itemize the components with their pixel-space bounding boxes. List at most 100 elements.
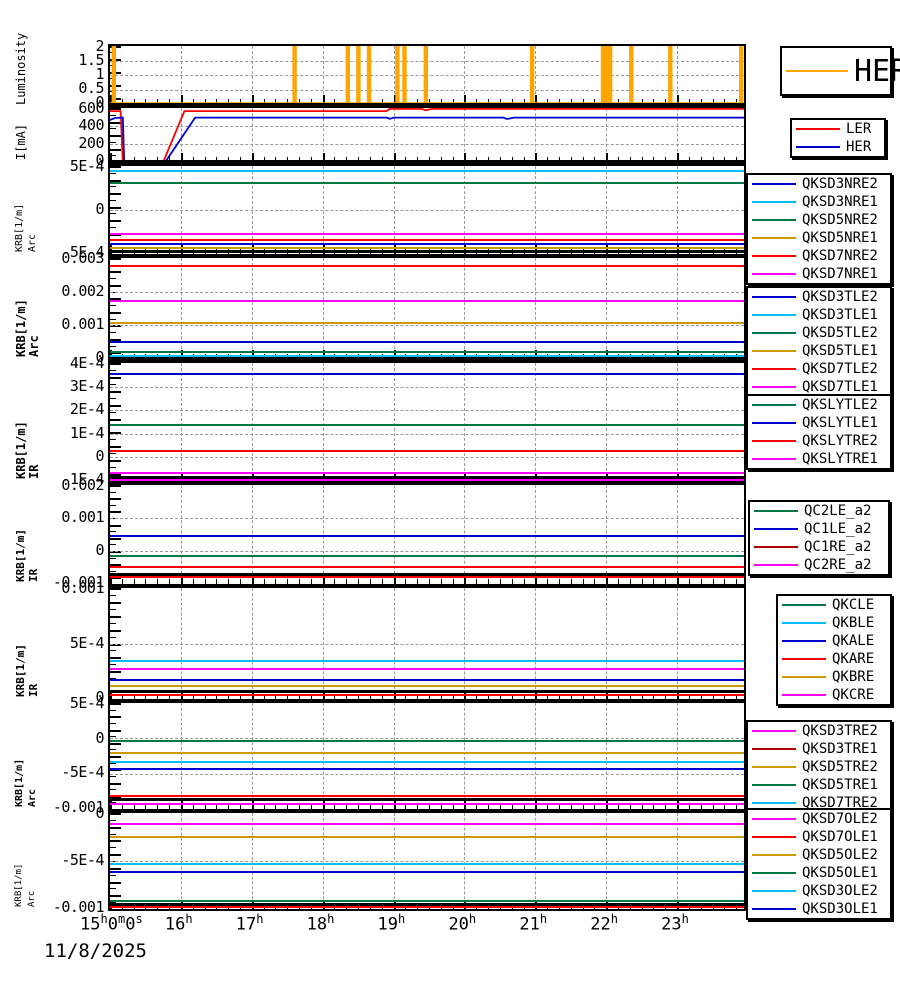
trace-qksd5nre1 xyxy=(110,246,744,249)
x-tick-minor xyxy=(216,804,218,809)
legend-color-swatch xyxy=(752,237,796,239)
legend-luminosity[interactable]: HER xyxy=(780,46,900,96)
legend-entry[interactable]: QKSD3TRE1 xyxy=(748,740,890,758)
legend-entry[interactable]: QC1RE_a2 xyxy=(750,538,888,556)
panel-beam-current[interactable] xyxy=(108,106,746,164)
x-tick-minor xyxy=(299,579,301,584)
legend-color-swatch xyxy=(752,818,796,820)
x-tick-minor xyxy=(558,694,560,699)
legend-entry[interactable]: QKSD7OLE2 xyxy=(748,810,890,828)
x-tick-minor xyxy=(216,694,218,699)
legend-entry[interactable]: QKSD7OLE1 xyxy=(748,828,890,846)
y-tick xyxy=(110,881,121,884)
x-tick-minor xyxy=(641,579,643,584)
legend-entry[interactable]: QC2LE_a2 xyxy=(750,502,888,520)
x-tick-minor xyxy=(417,804,419,809)
legend-entry[interactable]: QKCRE xyxy=(778,686,890,704)
legend-entry[interactable]: QKSD3TLE1 xyxy=(748,306,890,324)
x-tick-major xyxy=(677,575,680,584)
y-tick xyxy=(110,305,116,307)
trace-qksd5ole2 xyxy=(110,863,744,866)
y-tick xyxy=(110,439,116,441)
y-tick xyxy=(110,709,116,711)
y-tick xyxy=(110,729,121,732)
legend-entry[interactable]: QKSD3TRE2 xyxy=(748,722,890,740)
legend-qk[interactable]: QKCLE QKBLE QKALE QKARE QKBRE QKCRE xyxy=(776,594,892,706)
legend-entry[interactable]: LER xyxy=(792,120,884,138)
y-tick xyxy=(110,524,121,527)
legend-entry[interactable]: QKSD3NRE2 xyxy=(748,175,890,193)
legend-entry[interactable]: QKSD3OLE1 xyxy=(748,900,890,918)
legend-entry[interactable]: QKSD7NRE1 xyxy=(748,265,890,283)
legend-tle[interactable]: QKSD3TLE2 QKSD3TLE1 QKSD5TLE2 QKSD5TLE1 QKSD… xyxy=(746,286,892,398)
panel-krb-ir-qk[interactable] xyxy=(108,586,746,701)
legend-entry[interactable]: QKSD5TRE2 xyxy=(748,758,890,776)
x-tick-minor xyxy=(417,157,419,162)
legend-entry[interactable]: QKCLE xyxy=(778,596,890,614)
x-tick-minor xyxy=(641,157,643,162)
x-tick-minor xyxy=(169,157,171,162)
plot-area-luminosity xyxy=(110,46,744,104)
legend-current[interactable]: LER HER xyxy=(790,118,886,158)
x-tick-minor xyxy=(488,579,490,584)
y-axis-title: KRB[1/m] xyxy=(14,421,28,479)
panel-krb-ir-slyt[interactable] xyxy=(108,361,746,483)
legend-entry[interactable]: QKSLYTLE1 xyxy=(748,414,890,432)
legend-entry[interactable]: QC2RE_a2 xyxy=(750,556,888,574)
panel-krb-arc-tle[interactable] xyxy=(108,256,746,361)
legend-entry[interactable]: QKBRE xyxy=(778,668,890,686)
legend-entry[interactable]: QKSLYTLE2 xyxy=(748,396,890,414)
legend-entry[interactable]: QKSLYTRE2 xyxy=(748,432,890,450)
legend-label: QKSD3NRE2 xyxy=(802,176,878,192)
x-tick-minor xyxy=(145,579,147,584)
vertical-gridline xyxy=(535,363,537,481)
legend-color-swatch xyxy=(752,332,796,334)
horizontal-gridline xyxy=(110,410,744,412)
legend-entry[interactable]: QKSD3OLE2 xyxy=(748,882,890,900)
legend-entry[interactable]: QC1LE_a2 xyxy=(750,520,888,538)
legend-entry[interactable]: QKSD5TRE1 xyxy=(748,776,890,794)
legend-qc[interactable]: QC2LE_a2 QC1LE_a2 QC1RE_a2 QC2RE_a2 xyxy=(748,500,890,576)
legend-entry[interactable]: QKSD7NRE2 xyxy=(748,247,890,265)
x-tick-minor xyxy=(511,694,513,699)
legend-color-swatch xyxy=(782,658,826,660)
x-tick-major xyxy=(677,95,680,104)
legend-entry[interactable]: HER xyxy=(782,48,900,94)
panel-krb-arc-nre[interactable] xyxy=(108,164,746,256)
legend-entry[interactable]: QKARE xyxy=(778,650,890,668)
legend-entry[interactable]: QKSD5NRE1 xyxy=(748,229,890,247)
y-tick xyxy=(110,141,116,143)
legend-entry[interactable]: QKSLYTRE1 xyxy=(748,450,890,468)
legend-entry[interactable]: QKSD5TLE2 xyxy=(748,324,890,342)
legend-entry[interactable]: QKBLE xyxy=(778,614,890,632)
legend-label: HER xyxy=(854,53,900,89)
legend-entry[interactable]: QKSD5TLE1 xyxy=(748,342,890,360)
x-tick-minor xyxy=(653,804,655,809)
legend-ole[interactable]: QKSD7OLE2 QKSD7OLE1 QKSD5OLE2 QKSD5OLE1 QKSD… xyxy=(746,808,892,920)
panel-krb-ir-qc[interactable] xyxy=(108,483,746,586)
x-tick-minor xyxy=(381,99,383,104)
trace-qksd3nre1 xyxy=(110,170,744,173)
vertical-gridline xyxy=(393,258,395,359)
legend-entry[interactable]: QKSD7TLE1 xyxy=(748,378,890,396)
panel-luminosity[interactable] xyxy=(108,44,746,106)
x-tick-minor xyxy=(133,694,135,699)
y-axis-title: I[mA] xyxy=(14,123,28,160)
legend-entry[interactable]: QKSD5NRE2 xyxy=(748,211,890,229)
trace-qksd7tre1 xyxy=(110,802,744,805)
y-axis-title: Arc xyxy=(27,890,37,907)
y-tick-label: 0.002 xyxy=(61,282,104,300)
legend-entry[interactable]: QKSD7TRE2 xyxy=(748,794,890,812)
legend-entry[interactable]: QKSD3NRE1 xyxy=(748,193,890,211)
panel-krb-arc-tre[interactable] xyxy=(108,701,746,811)
legend-entry[interactable]: QKSD7TLE2 xyxy=(748,360,890,378)
legend-slyt[interactable]: QKSLYTLE2 QKSLYTLE1 QKSLYTRE2 QKSLYTRE1 xyxy=(746,394,892,470)
legend-nre[interactable]: QKSD3NRE2 QKSD3NRE1 QKSD5NRE2 QKSD5NRE1 QKSD… xyxy=(746,173,892,285)
legend-entry[interactable]: HER xyxy=(792,138,884,156)
legend-entry[interactable]: QKSD3TLE2 xyxy=(748,288,890,306)
legend-entry[interactable]: QKALE xyxy=(778,632,890,650)
legend-entry[interactable]: QKSD5OLE1 xyxy=(748,864,890,882)
legend-label: QKSD7OLE2 xyxy=(802,811,878,827)
panel-krb-arc-ole[interactable] xyxy=(108,811,746,911)
legend-entry[interactable]: QKSD5OLE2 xyxy=(748,846,890,864)
